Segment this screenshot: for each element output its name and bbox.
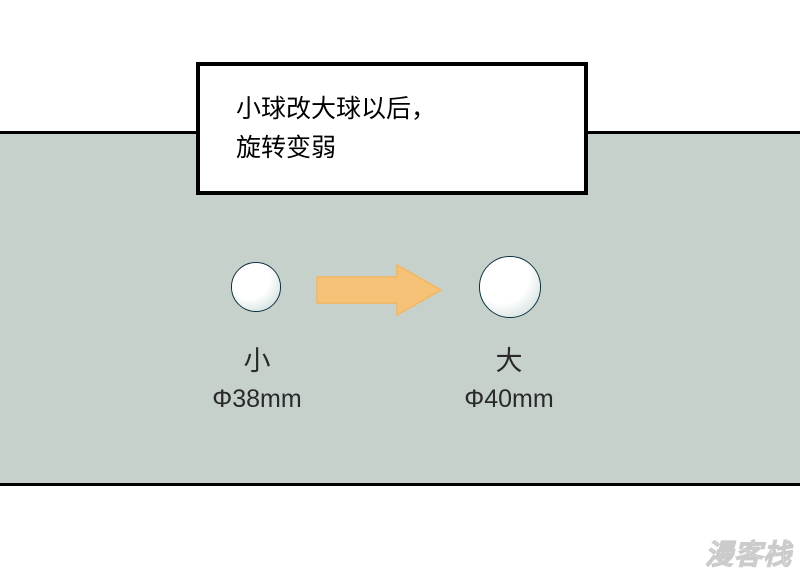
title-text: 小球改大球以后， 旋转变弱 xyxy=(236,90,436,168)
ball-small xyxy=(231,262,281,312)
label-large-dim: Φ40mm xyxy=(453,381,565,417)
ball-large xyxy=(479,256,541,318)
label-large-char: 大 xyxy=(453,342,565,381)
arrow-icon xyxy=(315,263,443,317)
label-small: 小 Φ38mm xyxy=(201,342,313,417)
title-box: 小球改大球以后， 旋转变弱 xyxy=(196,62,588,195)
watermark: 漫客栈 xyxy=(705,533,792,573)
label-large: 大 Φ40mm xyxy=(453,342,565,417)
label-small-char: 小 xyxy=(201,342,313,381)
label-small-dim: Φ38mm xyxy=(201,381,313,417)
